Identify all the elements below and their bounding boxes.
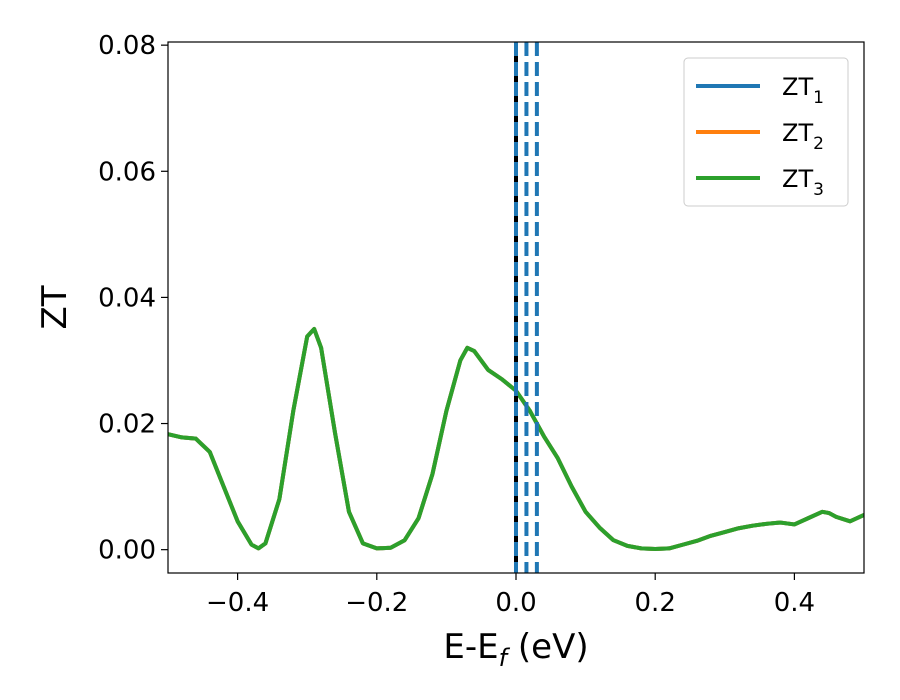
x-tick-label: 0.0 [495,588,536,618]
y-tick-label: 0.04 [98,283,156,313]
legend: ZT1 ZT2 ZT3 [683,57,849,207]
x-tick-label: −0.4 [206,588,269,618]
y-tick-label: 0.08 [98,31,156,61]
x-axis-label: E-Ef (eV) [443,627,588,672]
legend-item: ZT3 [696,165,824,200]
y-axis: 0.00 0.02 0.04 0.06 0.08 [98,31,168,566]
x-axis-label-units: (eV) [507,627,589,667]
x-axis: −0.4 −0.2 0.0 0.2 0.4 [206,573,815,618]
y-tick-label: 0.00 [98,536,156,566]
vertical-lines-layer [514,42,539,573]
legend-label: ZT2 [782,119,824,154]
y-tick-label: 0.06 [98,157,156,187]
y-axis-label: ZT [35,285,75,329]
x-tick-label: −0.2 [345,588,408,618]
legend-item: ZT1 [696,73,824,108]
series-layer [168,326,864,552]
legend-label: ZT1 [782,73,824,108]
legend-item: ZT2 [696,119,824,154]
x-axis-label-main: E-E [443,627,498,667]
legend-box [683,57,849,207]
x-tick-label: 0.2 [635,588,676,618]
legend-label: ZT3 [782,165,824,200]
y-tick-label: 0.02 [98,410,156,440]
x-tick-label: 0.4 [774,588,815,618]
series-line-3 [168,326,864,552]
